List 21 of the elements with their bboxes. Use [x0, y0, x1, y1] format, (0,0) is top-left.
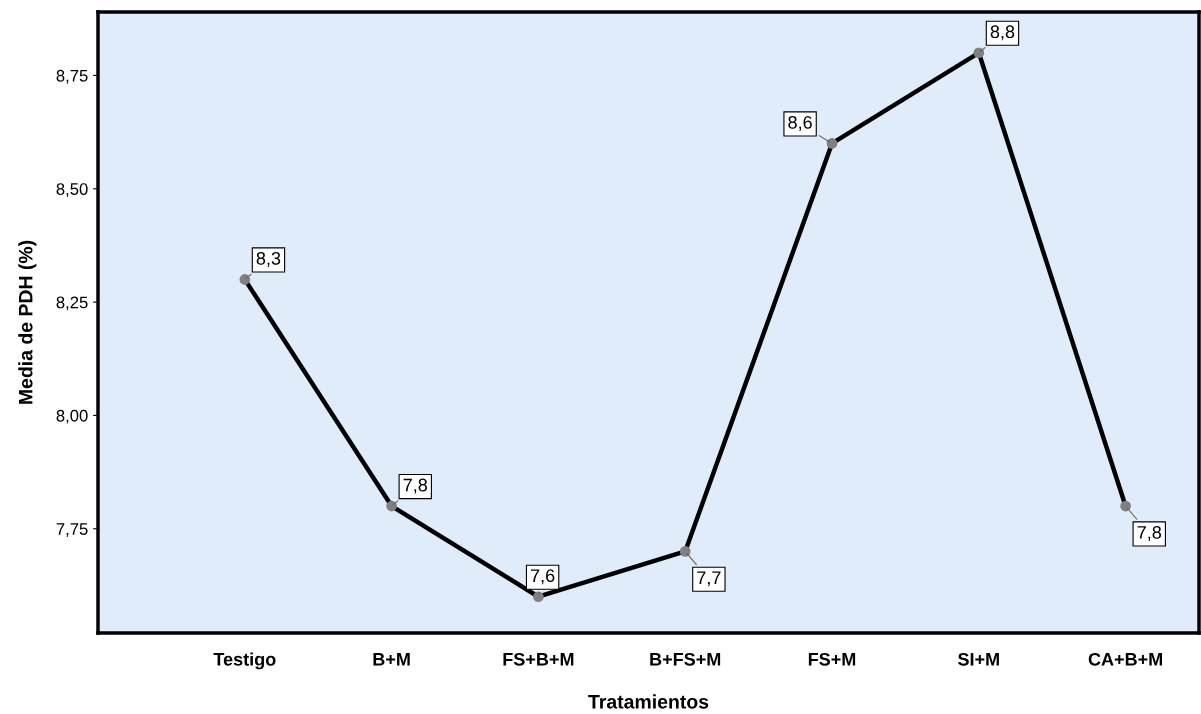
x-tick-label: CA+B+M: [1088, 652, 1163, 666]
y-axis-title: Media de PDH (%): [18, 240, 37, 404]
y-tick-label: 8,25: [56, 296, 88, 311]
x-tick-label: B+M: [373, 653, 410, 666]
data-label: 8,3: [256, 251, 281, 267]
data-label: 7,7: [697, 571, 721, 587]
data-label: 7,8: [403, 478, 428, 494]
y-tick-label: 8,75: [56, 69, 88, 84]
data-label: 8,8: [990, 25, 1015, 41]
y-tick-label: 8,50: [56, 183, 88, 197]
y-tick-label: 8,00: [56, 409, 88, 424]
x-tick-label: SI+M: [958, 652, 999, 666]
data-label: 8,6: [788, 115, 812, 131]
x-tick-label: Testigo: [213, 652, 276, 670]
data-label: 7,6: [530, 569, 555, 585]
data-label: 7,8: [1137, 526, 1162, 541]
x-tick-label: FS+M: [808, 652, 856, 666]
x-axis-title: Tratamientos: [588, 694, 709, 709]
x-tick-label: FS+B+M: [503, 652, 574, 666]
x-tick-label: B+FS+M: [650, 652, 721, 666]
y-tick-label: 7,75: [56, 523, 88, 537]
